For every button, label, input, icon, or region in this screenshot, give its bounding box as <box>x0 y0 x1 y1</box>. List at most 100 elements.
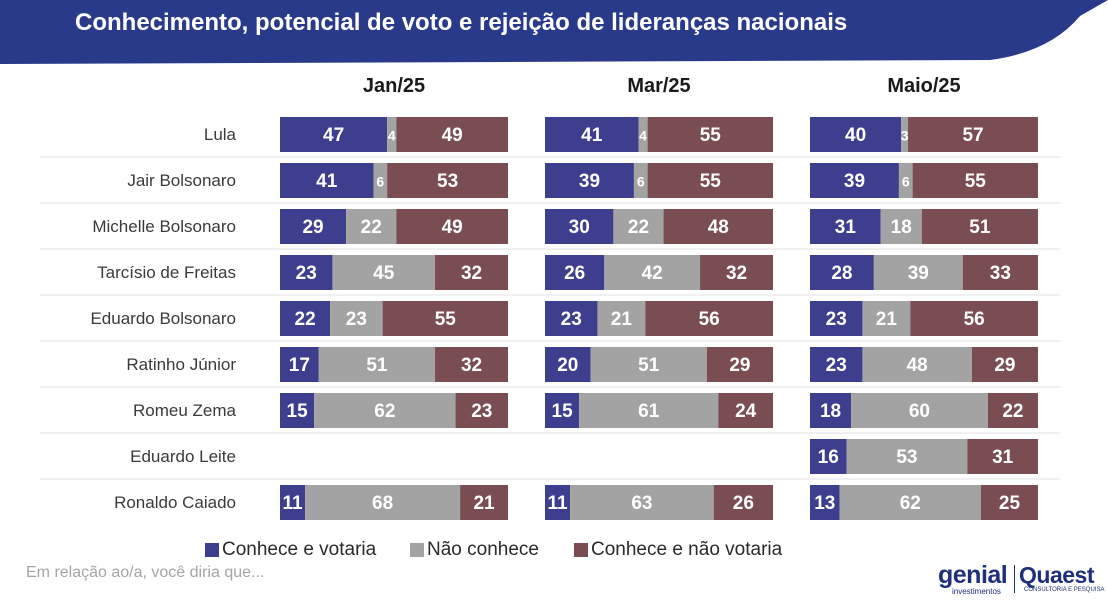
category-label-eduardo-leite: Eduardo Leite <box>130 447 236 466</box>
bar-segment-conhece-e-nao-votaria <box>908 117 1038 152</box>
bar-segment-conhece-e-votaria <box>545 347 591 382</box>
data-label: 6 <box>902 174 910 190</box>
data-label: 49 <box>442 125 463 146</box>
bar-segment-conhece-e-nao-votaria <box>713 485 773 520</box>
bar-segment-conhece-e-nao-votaria <box>962 255 1038 290</box>
data-label: 68 <box>372 493 393 514</box>
bar-segment-nao-conhece <box>638 117 648 152</box>
bar-segment-nao-conhece <box>880 209 922 244</box>
data-label: 20 <box>557 355 578 376</box>
legend-item-nao-conhece: Não conhece <box>410 539 539 561</box>
category-label-tarcisio-de-freitas: Tarcísio de Freitas <box>97 263 236 282</box>
data-label: 21 <box>876 309 898 330</box>
bar-segment-conhece-e-votaria <box>810 439 847 474</box>
legend-label-conhece-e-nao-votaria: Conhece e não votaria <box>591 539 783 560</box>
bar-segment-nao-conhece <box>579 393 719 428</box>
data-label: 53 <box>896 447 917 468</box>
bar-segment-nao-conhece <box>862 301 911 336</box>
bar-segment-nao-conhece <box>318 347 436 382</box>
category-label-eduardo-bolsonaro: Eduardo Bolsonaro <box>90 309 236 328</box>
bar-segment-nao-conhece <box>839 485 981 520</box>
bar-segment-conhece-e-nao-votaria <box>981 485 1038 520</box>
bar-segment-conhece-e-votaria <box>810 209 881 244</box>
bar-segment-conhece-e-nao-votaria <box>910 301 1038 336</box>
data-label: 22 <box>1002 401 1023 422</box>
bar-segment-conhece-e-nao-votaria <box>387 163 508 198</box>
panel-title-jan-25: Jan/25 <box>363 75 425 97</box>
category-label-ronaldo-caiado: Ronaldo Caiado <box>114 493 236 512</box>
data-label: 51 <box>969 217 991 238</box>
data-label: 29 <box>994 355 1015 376</box>
genial-logo-text: genial <box>938 561 1008 589</box>
data-label: 15 <box>287 401 309 422</box>
panel-title-maio-25: Maio/25 <box>887 75 960 97</box>
bar-segment-conhece-e-nao-votaria <box>706 347 773 382</box>
data-label: 21 <box>473 493 495 514</box>
data-label: 4 <box>388 128 396 144</box>
data-label: 61 <box>638 401 660 422</box>
legend-item-conhece-e-nao-votaria: Conhece e não votaria <box>574 539 782 561</box>
bar-segment-conhece-e-votaria <box>280 163 374 198</box>
bar-segment-nao-conhece <box>613 209 664 244</box>
data-label: 25 <box>999 493 1021 514</box>
data-label: 3 <box>901 128 909 144</box>
bar-segment-conhece-e-nao-votaria <box>971 347 1038 382</box>
bar-segment-conhece-e-votaria <box>280 301 331 336</box>
data-label: 63 <box>631 493 652 514</box>
data-label: 28 <box>831 263 852 284</box>
data-label: 22 <box>628 217 649 238</box>
bar-segment-nao-conhece <box>901 117 909 152</box>
data-label: 56 <box>964 309 985 330</box>
bar-segment-nao-conhece <box>373 163 388 198</box>
data-label: 31 <box>835 217 857 238</box>
data-label: 21 <box>611 309 633 330</box>
quaest-logo: Quaest CONSULTORIA E PESQUISA <box>1019 562 1104 593</box>
data-label: 23 <box>826 309 847 330</box>
bar-segment-conhece-e-votaria <box>545 163 634 198</box>
title-band: Conhecimento, potencial de voto e rejeiç… <box>0 0 1108 64</box>
bar-segment-conhece-e-nao-votaria <box>718 393 773 428</box>
data-label: 41 <box>581 125 603 146</box>
bar-segment-conhece-e-votaria <box>810 393 852 428</box>
bar-segment-conhece-e-nao-votaria <box>647 163 773 198</box>
bar-segment-conhece-e-votaria <box>280 209 347 244</box>
data-label: 26 <box>564 263 585 284</box>
logo-divider <box>1014 565 1015 593</box>
bar-segment-conhece-e-nao-votaria <box>921 209 1038 244</box>
bar-segment-conhece-e-votaria <box>280 117 388 152</box>
data-label: 30 <box>569 217 590 238</box>
bar-segment-nao-conhece <box>851 393 988 428</box>
data-label: 23 <box>296 263 317 284</box>
data-label: 55 <box>965 171 987 192</box>
data-label: 42 <box>642 263 663 284</box>
data-label: 45 <box>373 263 395 284</box>
data-label: 32 <box>461 355 482 376</box>
footnote: Em relação ao/a, você diria que... <box>26 564 265 581</box>
bar-segment-conhece-e-votaria <box>810 485 840 520</box>
data-label: 57 <box>962 125 983 146</box>
data-label: 60 <box>909 401 930 422</box>
data-label: 39 <box>579 171 600 192</box>
data-label: 18 <box>820 401 841 422</box>
bar-segment-conhece-e-nao-votaria <box>967 439 1038 474</box>
bar-segment-conhece-e-nao-votaria <box>396 209 508 244</box>
legend-swatch-conhece-e-nao-votaria <box>574 543 588 557</box>
bar-segment-conhece-e-nao-votaria <box>645 301 773 336</box>
bar-segment-conhece-e-nao-votaria <box>663 209 773 244</box>
data-label: 62 <box>374 401 395 422</box>
bar-segment-conhece-e-votaria <box>545 255 605 290</box>
category-label-romeu-zema: Romeu Zema <box>133 401 237 420</box>
legend-label-nao-conhece: Não conhece <box>427 539 539 560</box>
data-label: 13 <box>814 493 835 514</box>
bar-segment-conhece-e-nao-votaria <box>647 117 773 152</box>
bar-segment-nao-conhece <box>332 255 436 290</box>
bar-segment-nao-conhece <box>346 209 397 244</box>
data-label: 23 <box>346 309 367 330</box>
data-label: 29 <box>302 217 323 238</box>
data-label: 51 <box>366 355 388 376</box>
bar-segment-nao-conhece <box>330 301 383 336</box>
bar-segment-nao-conhece <box>314 393 456 428</box>
bar-segment-nao-conhece <box>862 347 972 382</box>
bar-segment-nao-conhece <box>633 163 648 198</box>
bar-segment-conhece-e-votaria <box>280 485 306 520</box>
